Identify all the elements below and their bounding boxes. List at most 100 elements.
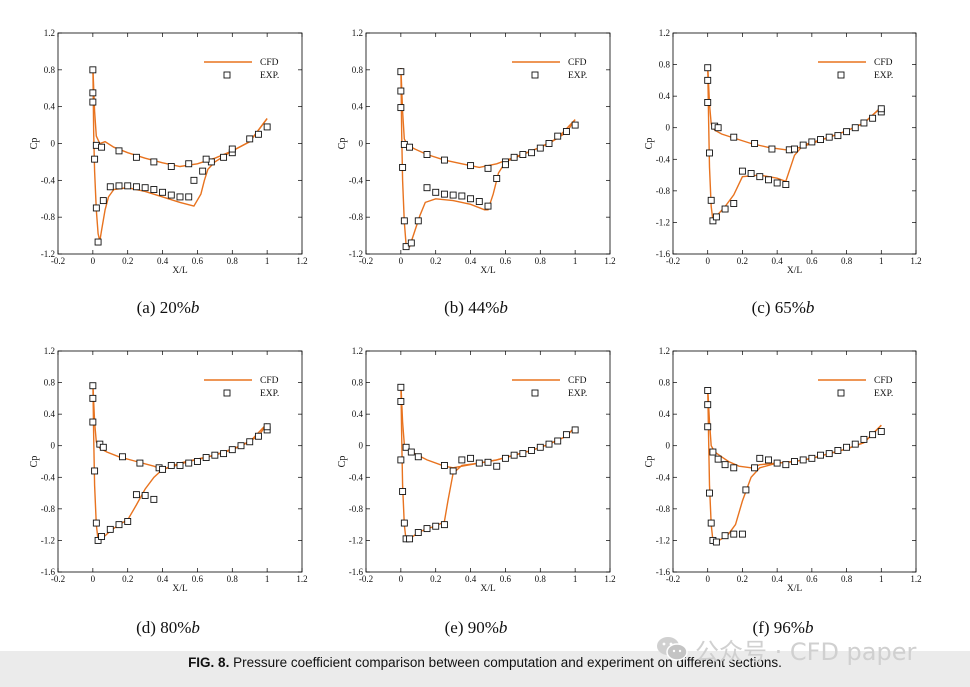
wechat-icon xyxy=(657,637,688,661)
exp-marker xyxy=(571,426,579,434)
exp-marker xyxy=(402,443,410,451)
x-tick-label: 0.6 xyxy=(806,574,818,584)
y-tick-label: -0.8 xyxy=(656,504,671,514)
exp-marker xyxy=(843,128,851,136)
x-tick-label: 0.8 xyxy=(227,574,239,584)
x-tick-label: -0.2 xyxy=(51,574,65,584)
chart-panel-e: -0.2 0 0.2 0.4 0.6 0.8 1 1.2 -1.6 -1.2 -0.8 -0.4 0 0.… xyxy=(337,346,616,594)
legend-exp-label: EXP. xyxy=(260,389,279,399)
exp-marker xyxy=(467,195,475,203)
exp-marker xyxy=(747,170,755,177)
exp-marker xyxy=(704,76,712,84)
cfd-line-lower xyxy=(707,64,882,222)
exp-marker xyxy=(202,454,210,462)
x-tick-label: 0.2 xyxy=(122,574,133,584)
x-tick-label: 0 xyxy=(399,256,404,266)
exp-marker xyxy=(712,538,720,546)
legend-exp-marker xyxy=(837,71,845,79)
exp-marker xyxy=(98,533,106,540)
exp-marker xyxy=(159,188,167,196)
exp-marker xyxy=(712,213,720,221)
exp-marker xyxy=(751,140,759,147)
y-tick-label: -0.4 xyxy=(349,472,364,482)
x-tick-label: 0 xyxy=(399,574,404,584)
exp-marker xyxy=(150,495,158,503)
exp-marker xyxy=(414,217,422,225)
x-tick-label: 1.2 xyxy=(604,256,615,266)
exp-marker xyxy=(185,160,193,168)
exp-marker xyxy=(124,518,132,525)
exp-marker xyxy=(458,456,466,464)
exp-marker xyxy=(399,163,407,171)
exp-marker xyxy=(119,453,126,461)
exp-marker xyxy=(407,448,415,456)
exp-marker xyxy=(825,450,833,458)
y-tick-label: 1.2 xyxy=(352,28,363,38)
exp-marker xyxy=(730,200,738,207)
exp-marker xyxy=(817,136,824,144)
plot-frame xyxy=(672,32,917,255)
y-tick-label: -1.6 xyxy=(41,567,56,577)
legend-cfd-label: CFD xyxy=(260,376,279,386)
exp-marker xyxy=(791,145,798,153)
exp-marker xyxy=(397,398,405,405)
y-tick-label: 0 xyxy=(666,441,671,451)
y-tick-label: -0.8 xyxy=(349,504,364,514)
exp-marker xyxy=(467,454,475,462)
exp-marker xyxy=(877,105,885,113)
exp-marker xyxy=(141,184,149,192)
legend-exp-label: EXP. xyxy=(568,71,587,81)
exp-marker xyxy=(91,467,99,475)
exp-marker xyxy=(397,456,405,464)
exp-marker xyxy=(562,431,570,439)
exp-marker xyxy=(738,530,746,538)
exp-marker xyxy=(730,464,738,472)
x-tick-label: 0.4 xyxy=(772,256,784,266)
x-tick-label: 0.4 xyxy=(465,574,477,584)
chart-panel-d: -0.2 0 0.2 0.4 0.6 0.8 1 1.2 -1.6 -1.2 -0.8 -0.4 0 0.… xyxy=(29,346,308,594)
y-tick-label: 0.8 xyxy=(352,378,364,388)
exp-marker xyxy=(246,135,254,143)
exp-marker xyxy=(721,532,729,540)
y-tick-label: 0.4 xyxy=(659,409,671,419)
exp-marker xyxy=(92,519,100,527)
exp-marker xyxy=(440,461,448,469)
x-tick-label: 0.4 xyxy=(465,256,477,266)
exp-marker xyxy=(99,197,107,205)
exp-marker xyxy=(869,431,877,439)
exp-marker xyxy=(106,183,114,191)
y-tick-label: 0.4 xyxy=(352,102,364,112)
x-tick-label: 0.8 xyxy=(841,256,853,266)
exp-marker xyxy=(106,525,114,533)
y-tick-label: -1.2 xyxy=(41,535,55,545)
plot-frame xyxy=(365,350,611,573)
exp-marker xyxy=(545,140,553,147)
exp-marker xyxy=(493,462,501,470)
x-tick-label: 1 xyxy=(573,256,578,266)
legend-cfd-label: CFD xyxy=(568,58,587,68)
exp-marker xyxy=(115,147,123,155)
exp-marker xyxy=(562,128,570,135)
exp-marker xyxy=(89,382,97,390)
exp-marker xyxy=(782,181,790,188)
x-tick-label: 0.6 xyxy=(500,256,512,266)
exp-marker xyxy=(263,423,271,431)
x-tick-label: 0.8 xyxy=(535,256,547,266)
exp-marker xyxy=(756,173,764,181)
exp-marker xyxy=(773,179,781,187)
exp-marker xyxy=(263,123,271,131)
chart-panel-f: -0.2 0 0.2 0.4 0.6 0.8 1 1.2 -1.6 -1.2 -0.8 -0.4 0 0.… xyxy=(644,346,922,594)
exp-marker xyxy=(493,175,501,182)
exp-marker xyxy=(704,423,712,431)
y-tick-label: 0.4 xyxy=(352,409,364,419)
exp-marker xyxy=(738,167,746,175)
y-tick-label: 1.2 xyxy=(44,346,55,356)
exp-marker xyxy=(484,202,492,210)
legend-exp-marker xyxy=(531,71,539,79)
subcaption-e: (e) 90%b xyxy=(444,618,508,637)
caption-bar xyxy=(0,651,970,687)
exp-marker xyxy=(414,529,422,536)
exp-marker xyxy=(751,464,759,472)
exp-marker xyxy=(402,243,410,251)
y-tick-label: 0 xyxy=(359,139,364,149)
